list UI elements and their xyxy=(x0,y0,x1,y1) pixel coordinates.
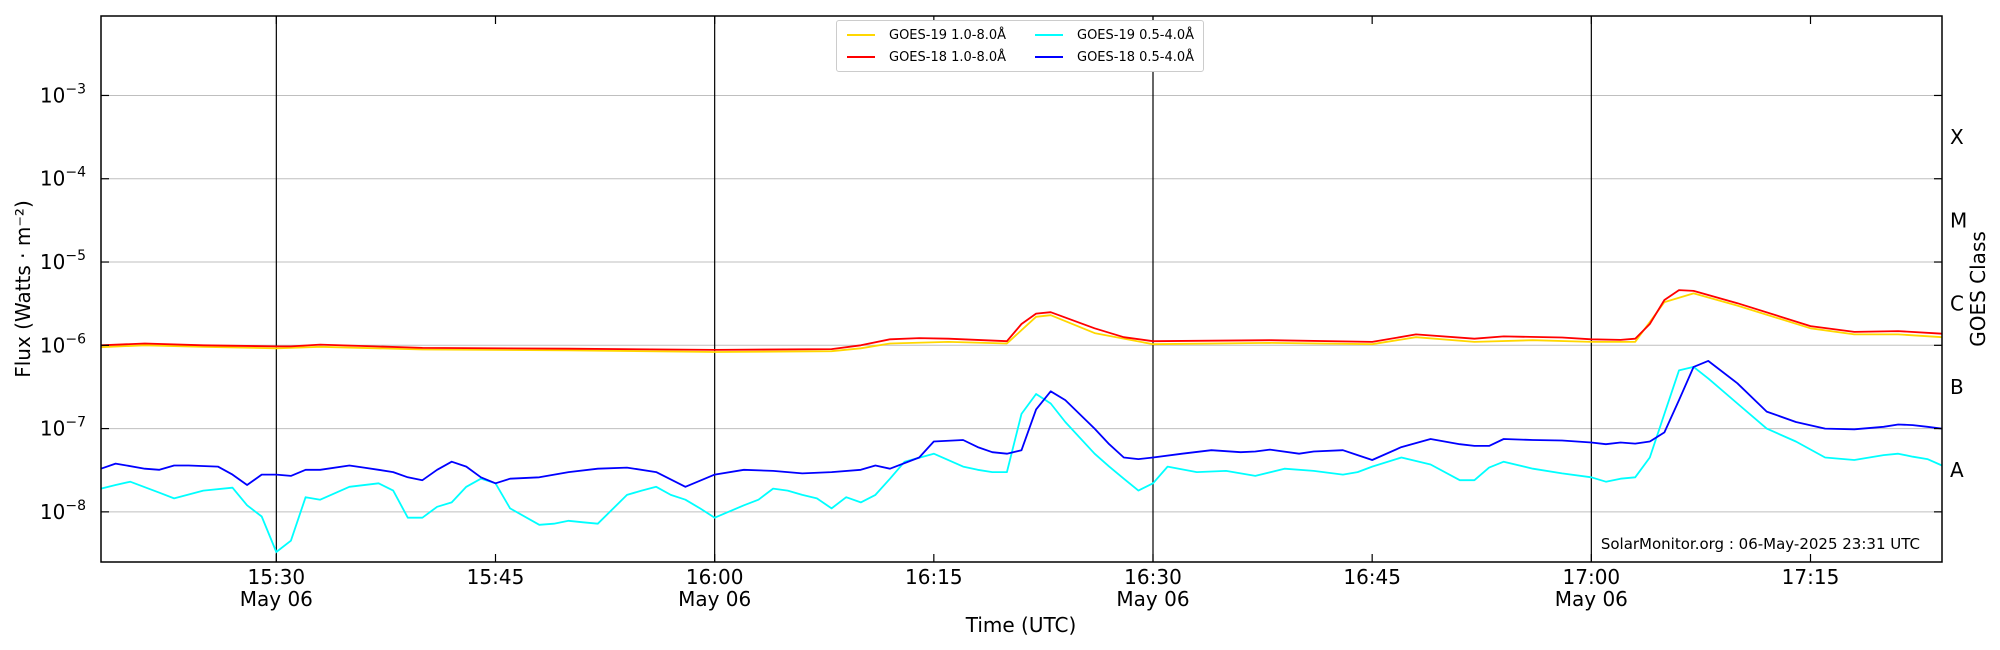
y-tick-exponent: −8 xyxy=(65,498,86,514)
x-tick-date-label: May 06 xyxy=(1555,587,1628,611)
legend-swatch-goes18-long xyxy=(847,56,875,58)
series-line-goes18-long xyxy=(100,289,1943,351)
y-tick-base: 10 xyxy=(40,250,65,274)
y-tick-label: 10−7 xyxy=(40,415,86,441)
legend-label: GOES-18 1.0-8.0Å xyxy=(889,49,1007,65)
x-tick-date-label: May 06 xyxy=(240,587,313,611)
credit-text: SolarMonitor.org : 06-May-2025 23:31 UTC xyxy=(1600,535,1920,553)
chart-legend: GOES-19 1.0-8.0Å GOES-18 1.0-8.0Å GOES-1… xyxy=(836,20,1204,72)
x-tick-label: 17:15 xyxy=(1782,565,1840,589)
y-tick-label: 10−6 xyxy=(40,331,86,357)
x-tick-label: 17:00 xyxy=(1563,565,1621,589)
goes-class-label: A xyxy=(1950,458,1964,482)
plot-area-frame xyxy=(100,15,1943,563)
y-tick-base: 10 xyxy=(40,167,65,191)
y-tick-base: 10 xyxy=(40,417,65,441)
legend-item-goes18-short: GOES-18 0.5-4.0Å xyxy=(1035,47,1194,67)
goes-class-label: C xyxy=(1950,292,1964,316)
y-tick-exponent: −6 xyxy=(65,331,86,347)
y-tick-base: 10 xyxy=(40,83,65,107)
x-axis-label: Time (UTC) xyxy=(965,613,1077,637)
series-line-goes19-long xyxy=(100,292,1943,353)
x-tick-date-label: May 06 xyxy=(1116,587,1189,611)
x-tick-label: 16:00 xyxy=(686,565,744,589)
day-marker-lines xyxy=(275,16,1592,562)
series-line-goes18-short xyxy=(100,359,1943,488)
gridlines xyxy=(101,94,1942,513)
x-tick-label: 16:15 xyxy=(905,565,963,589)
legend-label: GOES-19 0.5-4.0Å xyxy=(1077,27,1195,43)
goes-class-label: M xyxy=(1950,208,1967,232)
goes-class-label: B xyxy=(1950,375,1964,399)
y-tick-exponent: −7 xyxy=(65,415,86,431)
x-tick-date-label: May 06 xyxy=(678,587,751,611)
series-line-goes19-short xyxy=(100,365,1943,553)
legend-swatch-goes19-short xyxy=(1035,34,1063,36)
x-tick-label: 16:45 xyxy=(1343,565,1401,589)
y-tick-exponent: −5 xyxy=(65,248,86,264)
data-series xyxy=(100,289,1943,553)
y-tick-base: 10 xyxy=(40,500,65,524)
y-tick-base: 10 xyxy=(40,333,65,357)
legend-item-goes18-long: GOES-18 1.0-8.0Å xyxy=(847,47,1006,67)
legend-label: GOES-18 0.5-4.0Å xyxy=(1077,49,1195,65)
legend-item-goes19-short: GOES-19 0.5-4.0Å xyxy=(1035,25,1194,45)
x-tick-label: 16:30 xyxy=(1124,565,1182,589)
y2-axis-label: GOES Class xyxy=(1966,231,1990,347)
y-axis: 10−810−710−610−510−410−3 xyxy=(40,81,1942,524)
legend-item-goes19-long: GOES-19 1.0-8.0Å xyxy=(847,25,1006,45)
x-tick-label: 15:45 xyxy=(467,565,525,589)
x-tick-label: 15:30 xyxy=(248,565,306,589)
y-axis-label: Flux (Watts · m⁻²) xyxy=(11,200,35,378)
y-tick-label: 10−3 xyxy=(40,81,86,107)
y-tick-exponent: −4 xyxy=(65,165,86,181)
y-tick-exponent: −3 xyxy=(65,81,86,97)
y-tick-label: 10−8 xyxy=(40,498,86,524)
legend-swatch-goes18-short xyxy=(1035,56,1063,58)
y-tick-label: 10−4 xyxy=(40,165,86,191)
goes-class-axis: A B C M X xyxy=(1950,125,1967,482)
legend-label: GOES-19 1.0-8.0Å xyxy=(889,27,1007,43)
legend-swatch-goes19-long xyxy=(847,34,875,36)
y-tick-label: 10−5 xyxy=(40,248,86,274)
goes-class-label: X xyxy=(1950,125,1964,149)
